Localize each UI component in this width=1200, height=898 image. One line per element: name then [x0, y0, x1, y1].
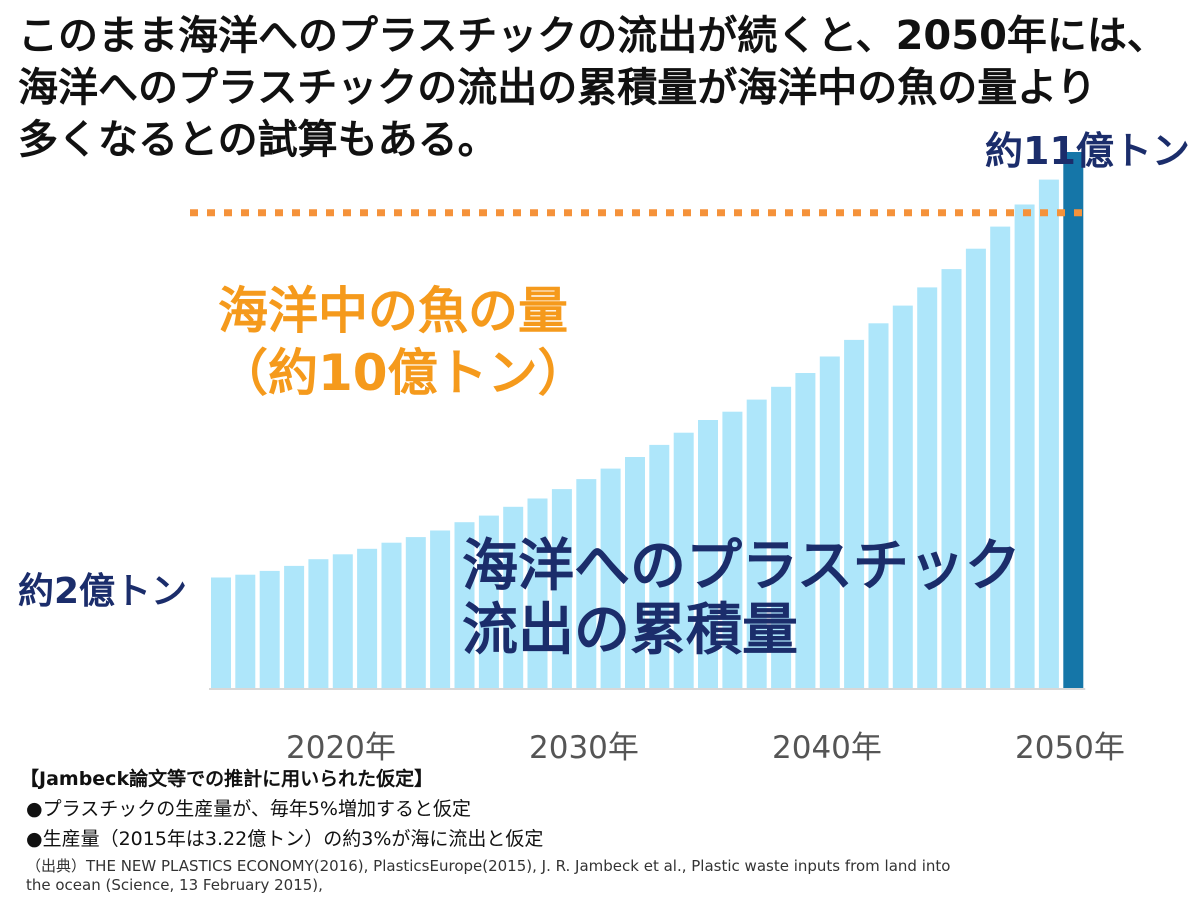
bar-2022	[381, 542, 402, 688]
fish-amount-label-line-1: 海洋中の魚の量	[218, 282, 568, 340]
bar-2033	[649, 444, 670, 688]
bar-2016	[235, 574, 256, 688]
assumption-item-2: ●生産量（2015年は3.22億トン）の約3%が海に流出と仮定	[26, 828, 544, 850]
bar-2047	[990, 226, 1011, 688]
bar-2019	[308, 559, 329, 688]
bar-2050	[1063, 152, 1084, 688]
bar-2034	[673, 432, 694, 688]
fish-amount-label: 海洋中の魚の量 （約10億トン）	[218, 280, 588, 404]
bar-2020	[332, 554, 353, 688]
bar-2018	[284, 565, 305, 688]
bar-2017	[259, 570, 280, 688]
bar-2046	[965, 248, 986, 688]
assumption-item-1: ●プラスチックの生産量が、毎年5%増加すると仮定	[26, 798, 471, 820]
bar-2030	[576, 479, 597, 688]
bar-2036	[722, 411, 743, 688]
bar-2029	[551, 489, 572, 688]
bar-2027	[503, 506, 524, 688]
bar-2039	[795, 373, 816, 688]
bar-2015	[211, 577, 231, 688]
bars-group	[209, 152, 1086, 690]
plastic-series-label: 海洋へのプラスチック 流出の累積量	[462, 535, 1021, 663]
bar-2037	[746, 399, 767, 688]
bar-2035	[698, 420, 718, 688]
bar-2028	[527, 498, 548, 688]
x-tick-2030: 2030年	[529, 730, 639, 766]
bar-2042	[868, 323, 889, 688]
bar-2049	[1038, 179, 1059, 688]
title-line-3: 多くなるとの試算もある。	[18, 117, 498, 163]
title-line-1: このまま海洋へのプラスチックの流出が続くと、2050年には、	[18, 13, 1167, 59]
bar-2023	[405, 537, 426, 688]
x-tick-2020: 2020年	[286, 730, 396, 766]
fish-amount-label-line-2: （約10億トン）	[218, 344, 588, 402]
source-line-1: （出典）THE NEW PLASTICS ECONOMY(2016), Plas…	[26, 857, 951, 875]
bar-2032	[625, 457, 645, 688]
bar-2040	[819, 356, 840, 688]
bar-2048	[1014, 204, 1035, 688]
assumptions-heading: 【Jambeck論文等での推計に用いられた仮定】	[20, 768, 434, 790]
plastic-series-label-line-2: 流出の累積量	[462, 598, 798, 663]
end-value-label: 約11億トン	[985, 129, 1190, 173]
bar-2041	[844, 339, 865, 688]
x-tick-2040: 2040年	[772, 730, 882, 766]
source-line-2: the ocean (Science, 13 February 2015),	[26, 876, 323, 894]
x-tick-2050: 2050年	[1015, 730, 1125, 766]
start-value-label: 約2億トン	[18, 571, 188, 612]
bar-2043	[892, 305, 913, 688]
bar-2044	[917, 287, 938, 688]
bar-2031	[600, 468, 621, 688]
bar-2021	[357, 548, 378, 688]
bar-2025	[454, 522, 475, 688]
bar-chart	[190, 152, 1086, 690]
bar-2024	[430, 530, 451, 688]
bar-2038	[771, 386, 792, 688]
bar-2026	[478, 515, 499, 688]
bar-2045	[941, 269, 962, 688]
plastic-series-label-line-1: 海洋へのプラスチック	[462, 534, 1021, 599]
title-line-2: 海洋へのプラスチックの流出の累積量が海洋中の魚の量より	[18, 65, 1097, 111]
